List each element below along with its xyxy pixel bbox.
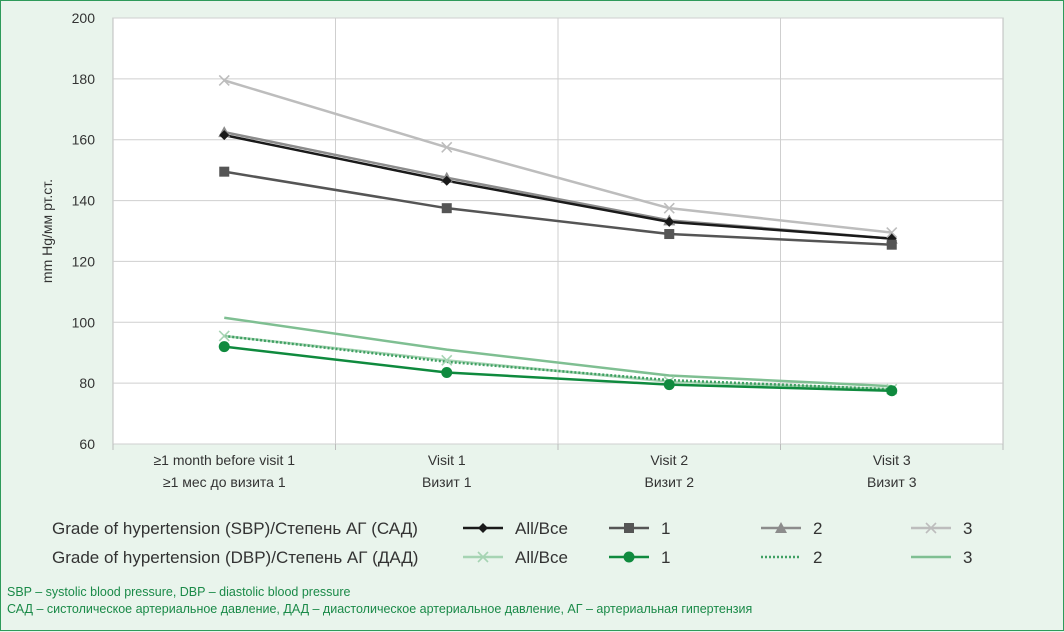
series-line-sbp-3 bbox=[223, 79, 892, 234]
y-tick-label: 80 bbox=[79, 375, 95, 391]
legend-title-sbp: Grade of hypertension (SBP)/Степень АГ (… bbox=[52, 519, 418, 538]
x-tick-label: Visit 3 bbox=[873, 452, 911, 468]
x-tick-label: Визит 1 bbox=[422, 474, 472, 490]
data-point-x bbox=[218, 74, 230, 86]
series-line-dbp-0 bbox=[224, 334, 892, 391]
data-point-circle bbox=[886, 385, 898, 397]
y-tick-label: 120 bbox=[72, 253, 96, 269]
data-point-square bbox=[664, 229, 675, 240]
data-point-diamond bbox=[478, 523, 488, 533]
footnote-abbrev-en: SBP – systolic blood pressure, DBP – dia… bbox=[7, 585, 351, 599]
data-point-circle bbox=[441, 366, 453, 378]
y-tick-label: 180 bbox=[72, 71, 96, 87]
data-point-x bbox=[441, 141, 453, 153]
data-point-triangle bbox=[775, 522, 787, 533]
legend-label: 3 bbox=[963, 519, 972, 538]
legend-label: 2 bbox=[813, 519, 822, 538]
x-tick-label: Visit 1 bbox=[428, 452, 466, 468]
y-tick-label: 100 bbox=[72, 314, 96, 330]
data-point-square bbox=[624, 523, 634, 533]
data-point-x bbox=[441, 354, 453, 366]
data-point-x bbox=[663, 202, 675, 214]
y-tick-label: 60 bbox=[79, 436, 95, 452]
data-point-x bbox=[925, 522, 937, 534]
data-point-circle bbox=[623, 551, 635, 563]
legend-label: All/Все bbox=[515, 548, 568, 567]
legend-label: 2 bbox=[813, 548, 822, 567]
legend-label: All/Все bbox=[515, 519, 568, 538]
x-tick-label: ≥1 мес до визита 1 bbox=[163, 474, 286, 490]
x-tick-label: Визит 3 bbox=[867, 474, 917, 490]
series-line-sbp-1 bbox=[224, 170, 892, 246]
x-tick-label: Visit 2 bbox=[650, 452, 688, 468]
legend-label: 1 bbox=[661, 548, 670, 567]
y-tick-label: 160 bbox=[72, 132, 96, 148]
data-point-square bbox=[441, 203, 452, 214]
data-point-x bbox=[218, 330, 230, 342]
x-tick-label: ≥1 month before visit 1 bbox=[153, 452, 295, 468]
y-axis-label: mm Hg/мм рт.ст. bbox=[39, 179, 55, 283]
series-line-dbp-3 bbox=[224, 316, 892, 388]
legend-label: 3 bbox=[963, 548, 972, 567]
x-tick-label: Визит 2 bbox=[645, 474, 695, 490]
series-line-dbp-1 bbox=[224, 345, 892, 392]
data-point-square bbox=[886, 239, 897, 250]
data-point-diamond bbox=[441, 175, 452, 186]
data-point-circle bbox=[218, 341, 230, 353]
series-line-sbp-0 bbox=[223, 133, 892, 240]
data-point-square bbox=[219, 166, 230, 177]
footnote-abbrev-ru: САД – систолическое артериальное давлени… bbox=[7, 602, 753, 616]
data-point-circle bbox=[663, 379, 675, 391]
y-tick-label: 140 bbox=[72, 193, 96, 209]
data-point-diamond bbox=[219, 130, 230, 141]
data-point-diamond bbox=[664, 216, 675, 227]
data-point-x bbox=[477, 551, 489, 563]
legend-label: 1 bbox=[661, 519, 670, 538]
y-tick-label: 200 bbox=[72, 10, 96, 26]
legend-title-dbp: Grade of hypertension (DBP)/Степень АГ (… bbox=[52, 548, 418, 567]
data-point-x bbox=[886, 226, 898, 239]
